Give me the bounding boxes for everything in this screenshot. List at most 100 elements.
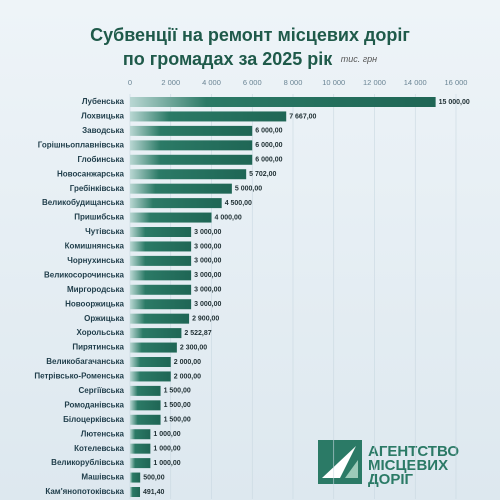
y-tick-label: Горішньоплавнівська — [38, 140, 125, 149]
data-label: 3 000,00 — [194, 301, 221, 308]
bar — [130, 357, 171, 367]
bar — [130, 414, 161, 425]
y-tick-label: Ромоданівська — [64, 400, 124, 409]
data-label: 2 000,00 — [174, 373, 201, 380]
logo-text: АГЕНТСТВО — [368, 443, 459, 460]
data-label: 2 900,00 — [192, 316, 219, 323]
y-tick-label: Оржицька — [84, 314, 124, 323]
data-label: 1 500,00 — [164, 417, 191, 424]
x-tick-label: 4 000 — [202, 78, 221, 87]
bar — [130, 400, 161, 411]
data-label: 4 000,00 — [215, 214, 242, 221]
y-tick-label: Лютенська — [81, 429, 125, 438]
data-label: 15 000,00 — [439, 99, 470, 106]
x-tick-label: 6 000 — [243, 78, 262, 87]
y-tick-label: Новооржицька — [65, 299, 124, 308]
y-tick-label: Гребінківська — [70, 184, 125, 193]
data-label: 1 000,00 — [153, 446, 180, 453]
data-label: 3 000,00 — [194, 287, 221, 294]
y-tick-label: Великорублівська — [51, 458, 124, 467]
bar — [130, 443, 151, 454]
y-tick-label: Великобагачанська — [46, 357, 124, 366]
bar — [130, 458, 151, 469]
bar — [130, 313, 190, 324]
y-tick-label: Петрівсько-Роменська — [34, 372, 124, 381]
x-tick-label: 10 000 — [322, 78, 345, 87]
data-label: 1 000,00 — [153, 460, 180, 467]
y-tick-label: Чутівська — [85, 227, 124, 236]
y-tick-label: Котелевська — [74, 444, 124, 453]
logo-road — [322, 446, 356, 478]
bar — [130, 125, 253, 136]
data-label: 3 000,00 — [194, 258, 221, 265]
data-label: 2 300,00 — [180, 344, 207, 351]
y-tick-label: Комишнянська — [65, 242, 125, 251]
y-tick-label: Заводська — [82, 126, 124, 135]
data-label: 491,40 — [143, 489, 165, 496]
y-tick-label: Білоцерківська — [63, 415, 124, 424]
y-tick-label: Великосорочинська — [44, 270, 125, 279]
x-tick-label: 16 000 — [445, 78, 468, 87]
data-label: 6 000,00 — [255, 128, 282, 135]
y-tick-label: Пирятинська — [72, 343, 124, 352]
x-tick-label: 8 000 — [284, 78, 303, 87]
y-tick-label: Пришибська — [74, 213, 124, 222]
data-label: 5 702,00 — [249, 171, 276, 178]
bar — [130, 241, 192, 252]
bar — [130, 227, 192, 237]
y-tick-label: Сергіївська — [79, 386, 125, 395]
bar — [130, 284, 192, 295]
y-tick-label: Лубенська — [82, 97, 125, 106]
bar — [130, 255, 192, 266]
chart-title: Субвенції на ремонт місцевих доріг — [90, 25, 410, 45]
data-label: 7 667,00 — [289, 113, 316, 120]
y-tick-label: Глобинська — [77, 155, 124, 164]
y-tick-label: Машівська — [81, 473, 124, 482]
bar — [130, 429, 151, 440]
y-tick-label: Великобудищанська — [42, 198, 125, 207]
logo-text: ДОРІГ — [368, 471, 414, 488]
data-label: 6 000,00 — [255, 142, 282, 149]
bar — [130, 212, 212, 223]
y-tick-label: Миргородська — [67, 285, 125, 294]
bar — [130, 328, 182, 339]
x-tick-label: 0 — [128, 78, 132, 87]
bar — [130, 169, 247, 180]
data-label: 3 000,00 — [194, 243, 221, 250]
y-tick-label: Кам'янопотоківська — [45, 487, 124, 496]
x-tick-label: 14 000 — [404, 78, 427, 87]
data-label: 5 000,00 — [235, 186, 262, 193]
bar — [130, 487, 141, 497]
logo: АГЕНТСТВО МІСЦЕВИХ ДОРІГ — [318, 440, 459, 488]
logo-road — [345, 460, 358, 478]
bar — [130, 385, 161, 396]
data-label: 6 000,00 — [255, 157, 282, 164]
y-tick-label: Чорнухинська — [67, 256, 124, 265]
logo-text: МІСЦЕВИХ — [368, 457, 448, 474]
x-tick-label: 12 000 — [363, 78, 386, 87]
bar — [130, 472, 141, 483]
bar — [130, 183, 232, 194]
bar — [130, 140, 253, 151]
data-label: 3 000,00 — [194, 229, 221, 236]
bar — [130, 270, 192, 281]
data-label: 2 000,00 — [174, 359, 201, 366]
y-tick-label: Лохвицька — [81, 112, 124, 121]
bar — [130, 342, 177, 353]
bar — [130, 371, 171, 382]
bar — [130, 299, 192, 310]
chart-subtitle-line: по громадах за 2025 рік тис. грн — [123, 49, 377, 69]
bar — [130, 111, 287, 122]
chart-subtitle: по громадах за 2025 рік — [123, 49, 333, 69]
data-label: 4 500,00 — [225, 200, 252, 207]
bar — [130, 198, 222, 209]
bar — [130, 154, 253, 165]
x-tick-label: 2 000 — [161, 78, 180, 87]
data-label: 1 500,00 — [164, 402, 191, 409]
data-label: 1 000,00 — [153, 431, 180, 438]
data-label: 2 522,87 — [184, 330, 211, 337]
data-label: 3 000,00 — [194, 272, 221, 279]
bar — [130, 97, 436, 107]
data-label: 500,00 — [143, 474, 165, 481]
